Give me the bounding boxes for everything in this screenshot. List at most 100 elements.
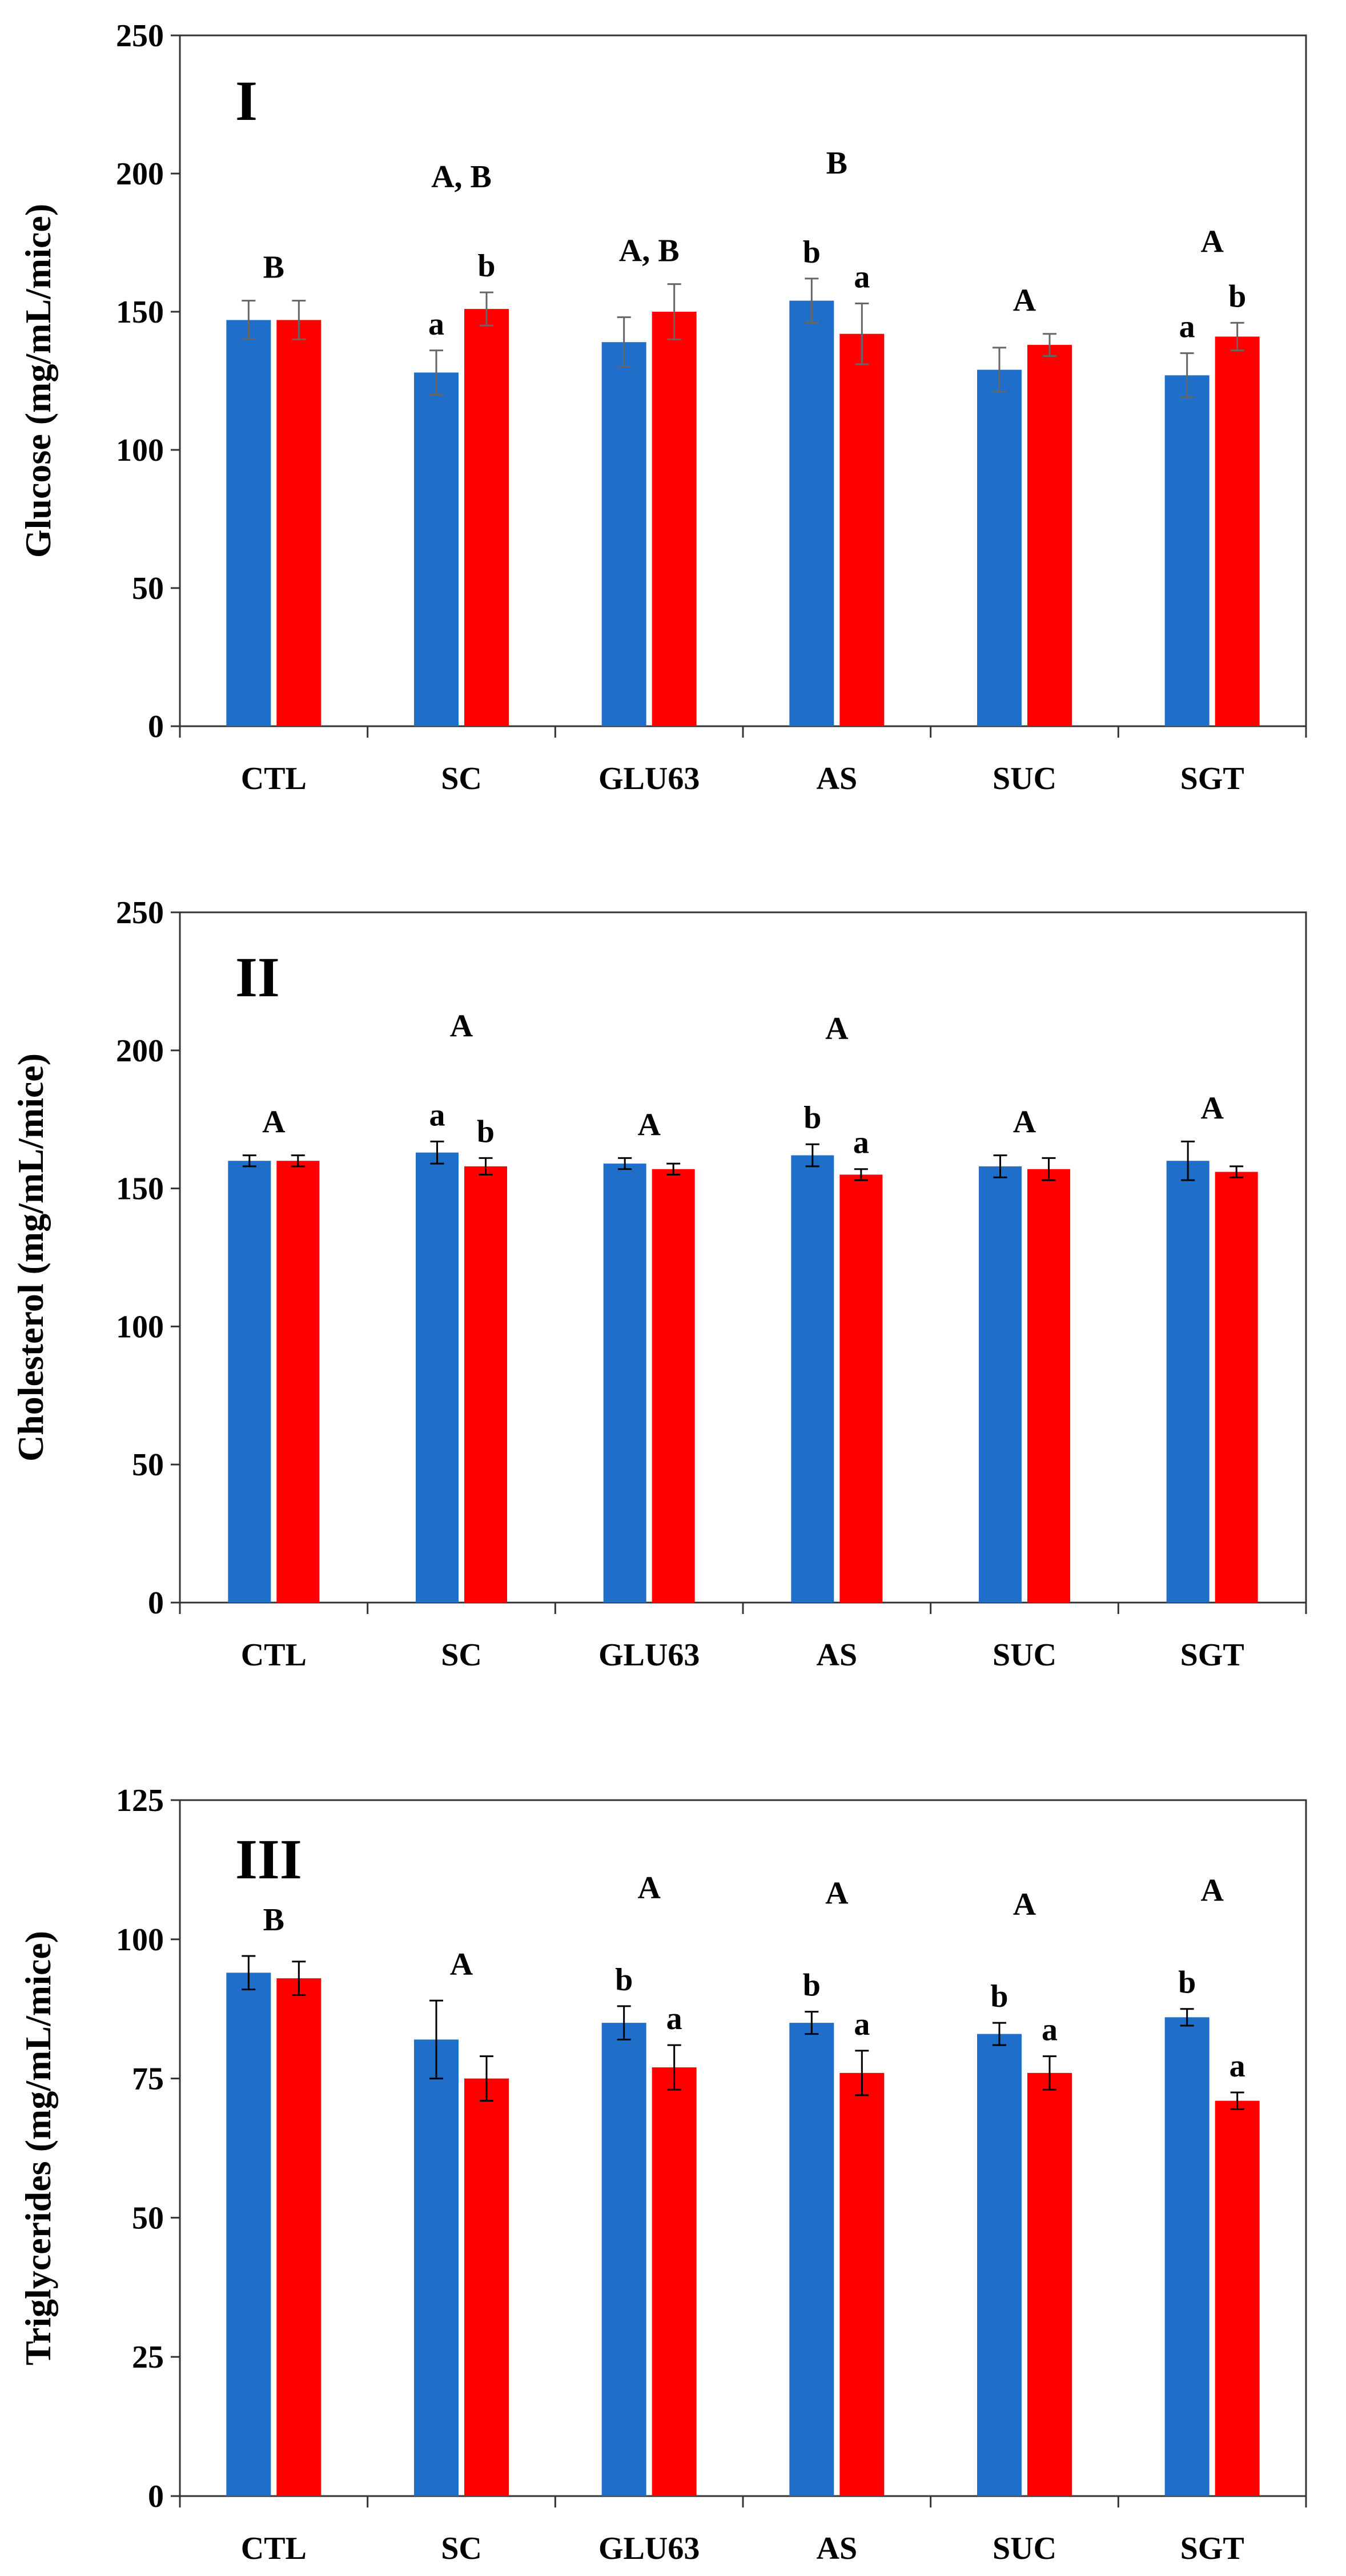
y-tick-label: 100	[116, 1922, 164, 1958]
group-annotation: A	[825, 1011, 849, 1046]
y-tick-label: 75	[132, 2062, 164, 2097]
bar	[1215, 1172, 1258, 1603]
group-annotation: A	[262, 1105, 286, 1140]
bar-annotation: a	[854, 2007, 870, 2042]
bar-annotation: b	[803, 1968, 821, 2003]
y-tick-label: 250	[116, 18, 164, 54]
plot-frame	[179, 34, 1307, 727]
y-axis-title: Glucose (mg/mL/mice)	[18, 204, 58, 558]
bar	[603, 1164, 646, 1603]
panel-label: II	[235, 945, 280, 1009]
bar	[601, 342, 646, 726]
bar	[977, 369, 1022, 726]
bar	[416, 1152, 459, 1603]
x-tick-label: CTL	[241, 2531, 307, 2566]
bar-annotation: b	[990, 1979, 1008, 2014]
x-tick-label: SGT	[1180, 1637, 1244, 1673]
x-tick-label: SGT	[1180, 761, 1244, 796]
y-tick-label: 50	[132, 1447, 164, 1483]
bar	[789, 300, 834, 726]
y-tick-label: 100	[116, 433, 164, 468]
bar-annotation: a	[428, 307, 444, 342]
chart-panel-3: 0 25 50 75 100 125 Triglycerides (mg/mL/mice) I…	[18, 1783, 1307, 2566]
bar	[839, 1174, 883, 1603]
y-tick-label: 200	[116, 1033, 164, 1069]
bar-annotation: a	[1230, 2048, 1245, 2084]
y-tick-label: 150	[116, 295, 164, 330]
group-annotation: A	[1013, 283, 1036, 319]
y-tick-label: 50	[132, 571, 164, 606]
group-annotation: A	[1200, 1873, 1224, 1909]
group-annotation: A	[450, 1947, 473, 1982]
y-tick-label: 0	[148, 709, 164, 744]
bar	[1027, 345, 1072, 726]
bar	[652, 2067, 697, 2496]
bar	[839, 333, 885, 726]
x-tick-label: SC	[441, 1637, 482, 1673]
bar-annotation: b	[803, 1100, 821, 1136]
group-annotation: A	[1200, 1090, 1224, 1126]
plot-frame	[179, 1799, 1307, 2497]
bar	[226, 1973, 271, 2496]
bar	[1027, 1169, 1070, 1603]
bar	[1027, 2072, 1072, 2496]
bar-annotation: a	[666, 2001, 682, 2036]
x-tick-label: AS	[817, 1637, 858, 1673]
x-tick-label: GLU63	[598, 2531, 700, 2566]
bar	[789, 2023, 834, 2496]
bar	[839, 2072, 885, 2496]
x-tick-label: SUC	[993, 761, 1056, 796]
bar	[1166, 1161, 1210, 1603]
y-tick-label: 200	[116, 156, 164, 192]
x-tick-label: AS	[817, 761, 858, 796]
x-tick-label: GLU63	[598, 761, 700, 796]
bar-annotation: a	[1042, 2012, 1058, 2048]
bar	[228, 1161, 271, 1603]
group-annotation: A	[637, 1107, 661, 1142]
bar-annotation: b	[477, 1114, 495, 1149]
bar-annotation: a	[853, 1125, 869, 1161]
y-tick-label: 0	[148, 2479, 164, 2514]
y-tick-label: 25	[132, 2340, 164, 2375]
group-annotation: A, B	[619, 234, 680, 269]
x-tick-label: AS	[817, 2531, 858, 2566]
bar-annotation: b	[1228, 279, 1246, 314]
group-annotation: A	[1013, 1887, 1036, 1922]
y-tick-label: 150	[116, 1172, 164, 1207]
group-annotation: A	[637, 1870, 661, 1906]
bar	[979, 1166, 1022, 1603]
y-tick-label: 250	[116, 895, 164, 931]
bar	[1215, 2100, 1260, 2496]
bar	[652, 1169, 695, 1603]
bar	[977, 2034, 1022, 2496]
bar-annotation: b	[615, 1962, 633, 1998]
bar-annotation: b	[477, 248, 495, 284]
group-annotation: A	[1200, 224, 1224, 259]
x-tick-label: CTL	[241, 761, 307, 796]
bar	[276, 1161, 320, 1603]
y-axis-title: Cholesterol (mg/mL/mice)	[10, 1053, 51, 1462]
panel-label: I	[235, 69, 258, 132]
bar	[464, 2078, 509, 2496]
bar	[1164, 375, 1210, 726]
y-tick-label: 0	[148, 1585, 164, 1621]
x-tick-label: SC	[441, 2531, 482, 2566]
x-tick-label: SGT	[1180, 2531, 1244, 2566]
bar	[791, 1155, 834, 1603]
bar-annotation: a	[854, 259, 870, 295]
bar	[276, 1978, 322, 2496]
bar	[414, 372, 459, 726]
bar	[226, 320, 271, 726]
chart-panel-2: 0 50 100 150 200 250 Cholesterol (mg/mL/mice) I…	[10, 895, 1307, 1673]
group-annotation: A, B	[431, 159, 492, 195]
group-annotation: B	[263, 250, 284, 285]
bar	[601, 2023, 646, 2496]
bar	[652, 312, 697, 726]
bar-annotation: b	[803, 235, 821, 270]
bar-annotation: a	[429, 1097, 445, 1133]
group-annotation: A	[825, 1876, 849, 1911]
bar-annotation: a	[1179, 309, 1195, 345]
bar	[1164, 2017, 1210, 2496]
x-tick-label: SUC	[993, 1637, 1056, 1673]
